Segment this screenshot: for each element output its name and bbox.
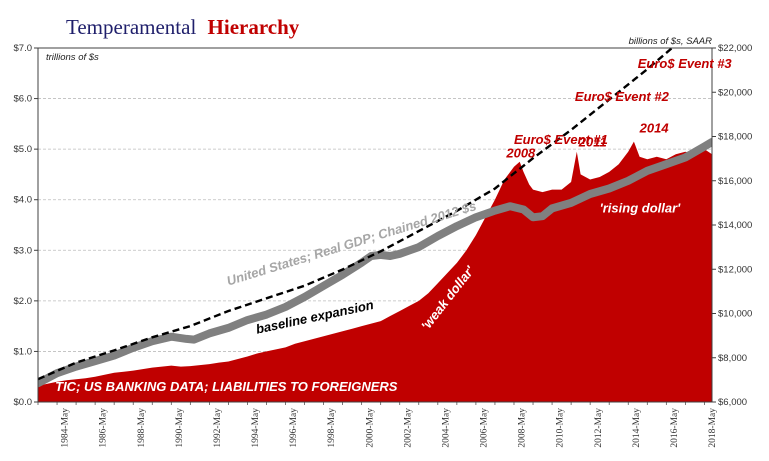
chart-title: Temperamental Hierarchy — [66, 15, 300, 39]
x-axis-tick-label: 1994-May — [251, 408, 261, 448]
left-axis-tick-label: $5.0 — [14, 144, 33, 155]
x-axis-tick-label: 2004-May — [441, 408, 451, 448]
x-axis-tick-label: 2008-May — [518, 408, 528, 448]
x-axis-tick-label: 1992-May — [213, 408, 223, 448]
right-axis-tick-label: $18,000 — [718, 132, 752, 143]
x-axis-tick-label: 1996-May — [289, 408, 299, 448]
x-axis-tick-label: 1998-May — [327, 408, 337, 448]
chart-title-part-2: Hierarchy — [208, 15, 300, 39]
x-axis-tick-label: 2018-May — [708, 408, 718, 448]
right-axis-tick-label: $10,000 — [718, 309, 752, 320]
chart-annotation: Euro$ Event #2 — [575, 89, 670, 104]
left-axis-tick-label: $3.0 — [14, 245, 33, 256]
series-dashed-baseline-expansion — [38, 48, 673, 381]
chart-annotation: United States; Real GDP; Chained 2012 $s — [225, 198, 478, 288]
x-axis-tick-label: 1986-May — [99, 408, 109, 448]
x-axis-tick-label: 2014-May — [632, 408, 642, 448]
chart-annotation: Euro$ Event #1 — [514, 132, 608, 147]
x-axis-tick-label: 2002-May — [403, 408, 413, 448]
right-axis-unit-label: billions of $s, SAAR — [629, 36, 713, 47]
left-axis-tick-label: $4.0 — [14, 195, 33, 206]
chart-annotation: 2011 — [578, 135, 607, 150]
left-axis-tick-label: $2.0 — [14, 296, 33, 307]
right-axis-tick-label: $22,000 — [718, 43, 752, 54]
chart-annotation: TIC; US BANKING DATA; LIABILITIES TO FOR… — [55, 379, 398, 394]
chart-annotation: 2014 — [639, 120, 670, 135]
right-axis-tick-label: $20,000 — [718, 87, 752, 98]
chart-annotation: 2008 — [505, 146, 536, 161]
right-axis-tick-label: $14,000 — [718, 220, 752, 231]
left-axis-tick-label: $7.0 — [14, 43, 33, 54]
x-axis-tick-label: 2012-May — [594, 408, 604, 448]
chart-annotation: Euro$ Event #3 — [638, 56, 733, 71]
right-axis-tick-label: $8,000 — [718, 353, 747, 364]
x-axis-tick-label: 1990-May — [175, 408, 185, 448]
x-axis-tick-label: 1988-May — [137, 408, 147, 448]
x-axis-tick-label: 1984-May — [61, 408, 71, 448]
x-axis-tick-label: 2006-May — [480, 408, 490, 448]
right-axis-tick-label: $6,000 — [718, 397, 747, 408]
left-axis-tick-label: $1.0 — [14, 346, 33, 357]
left-axis-unit-label: trillions of $s — [46, 52, 99, 63]
right-axis-tick-label: $12,000 — [718, 264, 752, 275]
series-line-real-gdp — [38, 138, 712, 388]
chart-title-part-1: Temperamental — [66, 15, 196, 39]
x-axis-tick-label: 2000-May — [365, 408, 375, 448]
left-axis-tick-label: $6.0 — [14, 94, 33, 105]
x-axis-tick-label: 2016-May — [670, 408, 680, 448]
left-axis-tick-label: $0.0 — [14, 397, 33, 408]
series-area-tic-liabilities — [38, 141, 712, 402]
chart-annotation: 'rising dollar' — [600, 200, 681, 215]
right-axis-tick-label: $16,000 — [718, 176, 752, 187]
x-axis-tick-label: 2010-May — [556, 408, 566, 448]
